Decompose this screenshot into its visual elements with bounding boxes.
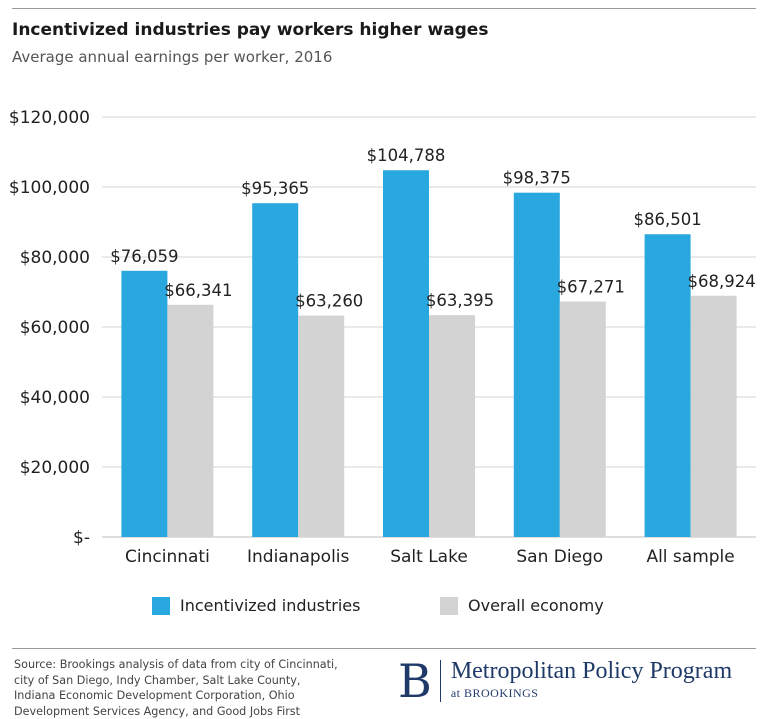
bar-chart: $- $20,000 $40,000 $60,000 $80,000 $100,000 $1… xyxy=(9,108,756,567)
x-tick-label-1: Indianapolis xyxy=(247,547,350,567)
y-tick-label-3: $60,000 xyxy=(20,318,90,338)
data-label-incentivized-2: $104,788 xyxy=(367,146,446,165)
brookings-logo: B Metropolitan Policy Program at BROOKIN… xyxy=(398,658,732,704)
bar-overall-4 xyxy=(690,295,737,537)
data-label-overall-4: $68,924 xyxy=(687,272,755,291)
data-label-overall-0: $66,341 xyxy=(164,281,232,300)
legend-label-incentivized: Incentivized industries xyxy=(180,596,361,615)
chart-subtitle: Average annual earnings per worker, 2016 xyxy=(12,48,333,66)
legend-label-overall: Overall economy xyxy=(468,596,604,615)
bar-incentivized-0 xyxy=(121,270,168,537)
data-label-incentivized-0: $76,059 xyxy=(110,247,178,266)
legend-swatch-overall xyxy=(440,596,458,615)
bar-incentivized-2 xyxy=(383,170,429,537)
legend: Incentivized industries Overall economy xyxy=(0,596,768,618)
logo-text: Metropolitan Policy Program at BROOKINGS xyxy=(451,658,732,701)
logo-at-brookings: at BROOKINGS xyxy=(450,686,539,700)
y-tick-label-1: $20,000 xyxy=(20,458,90,478)
data-label-incentivized-4: $86,501 xyxy=(633,210,701,229)
y-tick-label-2: $40,000 xyxy=(20,388,90,408)
data-label-overall-2: $63,395 xyxy=(426,291,494,310)
bar-overall-3 xyxy=(559,301,606,537)
brookings-b-mark: B xyxy=(398,654,432,708)
y-tick-label-4: $80,000 xyxy=(20,248,90,268)
x-tick-label-3: San Diego xyxy=(516,547,603,567)
footer-rule xyxy=(12,648,756,649)
bar-incentivized-1 xyxy=(252,203,299,537)
legend-item-incentivized: Incentivized industries xyxy=(152,596,360,615)
bar-incentivized-4 xyxy=(644,234,691,537)
y-tick-label-5: $100,000 xyxy=(9,178,90,198)
bar-overall-1 xyxy=(298,315,345,537)
y-tick-label-6: $120,000 xyxy=(9,108,90,128)
logo-program-name: Metropolitan Policy Program xyxy=(450,658,733,684)
data-label-overall-3: $67,271 xyxy=(557,278,625,297)
legend-item-overall: Overall economy xyxy=(440,596,604,615)
logo-divider xyxy=(439,660,441,702)
x-tick-label-4: All sample xyxy=(646,547,734,567)
data-label-incentivized-3: $98,375 xyxy=(503,169,571,188)
bar-incentivized-3 xyxy=(513,192,560,537)
top-rule xyxy=(12,8,756,9)
x-tick-label-2: Salt Lake xyxy=(390,547,468,567)
bar-overall-2 xyxy=(429,315,475,537)
y-tick-label-0: $- xyxy=(73,528,90,548)
chart-title: Incentivized industries pay workers high… xyxy=(12,20,489,40)
bar-overall-0 xyxy=(167,304,214,537)
data-label-overall-1: $63,260 xyxy=(295,292,363,311)
data-label-incentivized-1: $95,365 xyxy=(241,179,309,198)
legend-swatch-incentivized xyxy=(152,596,170,615)
source-note: Source: Brookings analysis of data from … xyxy=(14,658,338,718)
x-tick-label-0: Cincinnati xyxy=(125,547,210,567)
